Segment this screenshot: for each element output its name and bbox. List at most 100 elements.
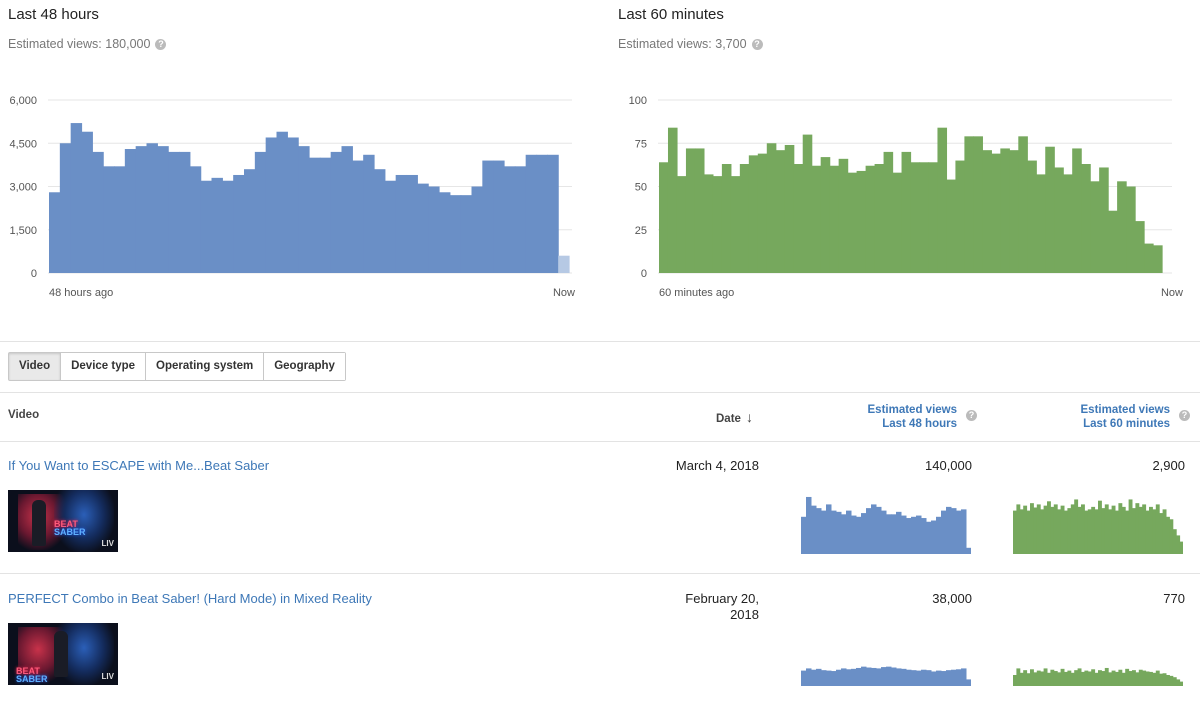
bar[interactable] [847, 172, 858, 273]
bar[interactable] [146, 143, 158, 273]
bar[interactable] [901, 151, 912, 273]
tab-video[interactable]: Video [9, 353, 62, 380]
bar[interactable] [330, 151, 343, 273]
bar[interactable] [991, 153, 1001, 273]
bar[interactable] [514, 166, 527, 273]
bar[interactable] [471, 186, 483, 274]
bar[interactable] [558, 255, 570, 273]
bar[interactable] [712, 176, 723, 273]
bar[interactable] [955, 160, 965, 273]
bar[interactable] [829, 165, 840, 273]
bar[interactable] [406, 174, 418, 273]
bar[interactable] [92, 151, 104, 273]
bar[interactable] [1018, 136, 1028, 273]
bar[interactable] [739, 164, 750, 273]
tab-device-type[interactable]: Device type [61, 353, 147, 380]
bar[interactable] [946, 179, 957, 273]
bar[interactable] [1117, 181, 1127, 273]
bar[interactable] [1063, 174, 1073, 273]
bar[interactable] [70, 123, 83, 273]
column-header-views-48h[interactable]: Estimated views Last 48 hours [868, 403, 957, 431]
bar[interactable] [685, 148, 696, 273]
bar[interactable] [287, 137, 299, 273]
bar[interactable] [81, 131, 93, 273]
bar[interactable] [1000, 148, 1010, 273]
bar[interactable] [1027, 160, 1037, 273]
tab-operating-system[interactable]: Operating system [146, 353, 265, 380]
bar[interactable] [793, 164, 804, 273]
bar[interactable] [363, 154, 375, 273]
bar[interactable] [937, 127, 948, 274]
bar[interactable] [919, 162, 930, 273]
bar[interactable] [200, 180, 213, 273]
bar[interactable] [536, 154, 548, 273]
bar[interactable] [874, 164, 885, 273]
bar[interactable] [309, 157, 321, 273]
bar[interactable] [298, 146, 310, 273]
bar[interactable] [179, 151, 191, 273]
bar[interactable] [341, 146, 353, 273]
bar[interactable] [460, 195, 473, 273]
bar[interactable] [124, 149, 137, 273]
bar[interactable] [428, 186, 440, 274]
bar[interactable] [1126, 186, 1136, 274]
bar[interactable] [892, 172, 903, 273]
bar[interactable] [757, 153, 768, 273]
bar[interactable] [694, 148, 705, 273]
bar[interactable] [820, 157, 831, 273]
bar[interactable] [352, 160, 364, 273]
bar[interactable] [157, 146, 169, 273]
bar[interactable] [856, 170, 867, 273]
bar[interactable] [1135, 221, 1145, 273]
bar[interactable] [222, 180, 234, 273]
bar[interactable] [1036, 174, 1046, 273]
bar[interactable] [59, 143, 72, 273]
tab-geography[interactable]: Geography [264, 353, 345, 380]
bar[interactable] [233, 174, 245, 273]
bar[interactable] [493, 160, 505, 273]
bar[interactable] [525, 154, 538, 273]
bar[interactable] [659, 162, 669, 273]
help-icon[interactable]: ? [155, 39, 167, 51]
bar[interactable] [254, 151, 267, 273]
bar[interactable] [838, 158, 849, 273]
bar[interactable] [276, 131, 288, 273]
bar[interactable] [730, 176, 741, 273]
bar[interactable] [482, 160, 494, 273]
bar[interactable] [504, 166, 516, 273]
bar[interactable] [439, 192, 451, 273]
bar[interactable] [676, 176, 687, 273]
sort-down-icon[interactable]: ↓ [745, 409, 753, 425]
bar[interactable] [189, 166, 202, 273]
bar[interactable] [703, 174, 714, 273]
bar[interactable] [1099, 167, 1109, 273]
bar[interactable] [417, 183, 429, 273]
bar[interactable] [319, 157, 332, 273]
bar[interactable] [395, 174, 408, 273]
bar[interactable] [1153, 245, 1163, 273]
video-title-link[interactable]: If You Want to ESCAPE with Me...Beat Sab… [8, 458, 270, 473]
bar[interactable] [449, 195, 462, 273]
bar[interactable] [384, 180, 397, 273]
help-icon[interactable]: ? [966, 410, 977, 421]
bar[interactable] [775, 150, 786, 273]
bar[interactable] [667, 127, 678, 274]
bar[interactable] [973, 136, 983, 273]
video-title-link[interactable]: PERFECT Combo in Beat Saber! (Hard Mode)… [8, 591, 372, 606]
column-header-date[interactable]: Date ↓ [716, 409, 753, 425]
help-icon[interactable]: ? [1179, 410, 1190, 421]
bar[interactable] [1081, 164, 1091, 273]
bar[interactable] [982, 150, 992, 273]
bar[interactable] [1072, 148, 1082, 273]
bar[interactable] [1090, 181, 1100, 273]
bar[interactable] [964, 136, 974, 273]
bar[interactable] [721, 164, 732, 273]
bar[interactable] [547, 154, 559, 273]
bar[interactable] [244, 169, 256, 273]
bar[interactable] [1045, 146, 1055, 273]
bar[interactable] [865, 165, 876, 273]
bar[interactable] [49, 192, 61, 273]
bar[interactable] [1009, 150, 1019, 273]
bar[interactable] [135, 146, 148, 273]
column-header-views-60m[interactable]: Estimated views Last 60 minutes [1081, 403, 1170, 431]
